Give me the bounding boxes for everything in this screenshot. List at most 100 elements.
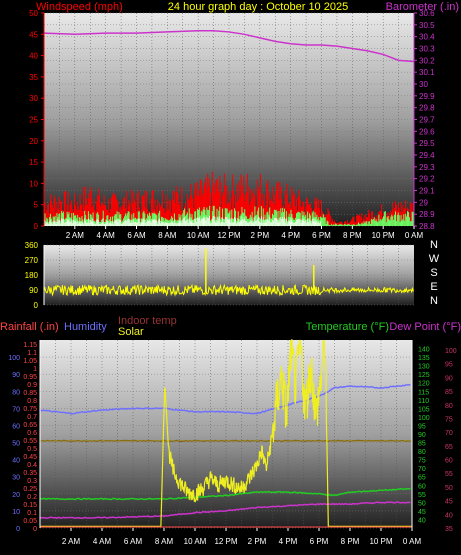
temp-tick-label: 140 bbox=[418, 347, 430, 354]
x-tick-label: 6 PM bbox=[310, 537, 329, 546]
y-right-tick-label: 29.4 bbox=[419, 151, 435, 160]
humidity-tick-label: 40 bbox=[12, 458, 20, 465]
temp-tick-label: 125 bbox=[418, 372, 430, 379]
x-tick-label: 8 AM bbox=[155, 537, 174, 546]
temp-tick-label: 80 bbox=[418, 449, 426, 456]
x-tick-label: 4 PM bbox=[279, 537, 298, 546]
temp-tick-label: 135 bbox=[418, 355, 430, 362]
rain-tick-label: 0 bbox=[33, 526, 37, 533]
humidity-tick-label: 50 bbox=[12, 441, 20, 448]
rain-tick-label: 0.8 bbox=[27, 398, 37, 405]
y-tick-label: 0 bbox=[34, 222, 39, 231]
legend-rainfall: Rainfall (.in) bbox=[0, 321, 59, 333]
rain-tick-label: 1.15 bbox=[23, 342, 37, 349]
rain-tick-label: 0.95 bbox=[23, 374, 37, 381]
y-right-tick-label: 29.1 bbox=[419, 187, 435, 196]
x-tick-label: 10 PM bbox=[369, 537, 392, 546]
x-tick-label: 8 PM bbox=[343, 231, 362, 240]
y-right-tick-label: 29.6 bbox=[419, 127, 435, 136]
y-tick-label: 0 bbox=[34, 301, 39, 310]
y-right-tick-label: 28.9 bbox=[419, 210, 435, 219]
y-right-tick-label: 30 bbox=[419, 80, 428, 89]
x-tick-label: 6 AM bbox=[127, 231, 146, 240]
dew-tick-label: 100 bbox=[445, 348, 457, 355]
y-tick-label: 10 bbox=[29, 179, 38, 188]
humidity-line bbox=[39, 384, 411, 415]
dew-tick-label: 60 bbox=[445, 458, 453, 465]
barometer-axis-label: Barometer (.in) bbox=[386, 1, 459, 13]
rain-tick-label: 0.65 bbox=[23, 422, 37, 429]
y-tick-label: 270 bbox=[25, 256, 39, 265]
temp-tick-label: 120 bbox=[418, 381, 430, 388]
rain-tick-label: 0.1 bbox=[27, 510, 37, 517]
compass-label: W bbox=[429, 253, 440, 265]
rain-tick-label: 0.7 bbox=[27, 414, 37, 421]
x-tick-label: 8 AM bbox=[158, 231, 177, 240]
rain-tick-label: 1 bbox=[33, 366, 37, 373]
dew-tick-label: 70 bbox=[445, 430, 453, 437]
dew-tick-label: 75 bbox=[445, 416, 453, 423]
rain-tick-label: 0.55 bbox=[23, 438, 37, 445]
solar-line bbox=[40, 339, 412, 527]
x-tick-label: 4 PM bbox=[281, 231, 300, 240]
rain-tick-label: 1.05 bbox=[23, 358, 37, 365]
y-right-tick-label: 30.4 bbox=[419, 33, 435, 42]
humidity-tick-label: 30 bbox=[12, 475, 20, 482]
humidity-tick-label: 70 bbox=[12, 406, 20, 413]
dew-tick-label: 50 bbox=[445, 485, 453, 492]
temp-tick-label: 100 bbox=[418, 415, 430, 422]
x-tick-label: 4 AM bbox=[97, 231, 116, 240]
legend-solar: Solar bbox=[118, 326, 144, 338]
y-right-tick-label: 29.3 bbox=[419, 163, 435, 172]
compass-label: S bbox=[430, 267, 437, 279]
temp-tick-label: 50 bbox=[418, 500, 426, 507]
x-tick-label: 0 AM bbox=[403, 537, 422, 546]
y-tick-label: 30 bbox=[29, 94, 38, 103]
legend-indoor-temp: Indoor temp bbox=[118, 315, 177, 327]
x-tick-label: 0 AM bbox=[405, 231, 424, 240]
rain-tick-label: 0.3 bbox=[27, 478, 37, 485]
wind-direction-line bbox=[43, 283, 414, 297]
y-tick-label: 45 bbox=[29, 30, 38, 39]
y-tick-label: 20 bbox=[29, 137, 38, 146]
rain-tick-label: 0.5 bbox=[27, 446, 37, 453]
rain-tick-label: 0.25 bbox=[23, 486, 37, 493]
dew-tick-label: 45 bbox=[445, 499, 453, 506]
temperature-line bbox=[39, 487, 411, 501]
humidity-tick-label: 0 bbox=[16, 526, 20, 533]
x-tick-label: 2 PM bbox=[248, 537, 267, 546]
temp-tick-label: 85 bbox=[418, 441, 426, 448]
humidity-tick-label: 100 bbox=[8, 355, 20, 362]
x-tick-label: 2 AM bbox=[62, 537, 81, 546]
temp-tick-label: 55 bbox=[418, 492, 426, 499]
y-right-tick-label: 30.5 bbox=[419, 21, 435, 30]
temp-tick-label: 115 bbox=[418, 389, 429, 396]
dew-tick-label: 40 bbox=[445, 512, 453, 519]
compass-label: N bbox=[430, 239, 438, 251]
temp-tick-label: 60 bbox=[418, 483, 426, 490]
x-tick-label: 10 AM bbox=[187, 231, 210, 240]
x-tick-label: 10 PM bbox=[372, 231, 395, 240]
y-right-tick-label: 30.1 bbox=[419, 68, 435, 77]
temp-tick-label: 45 bbox=[418, 509, 426, 516]
y-right-tick-label: 30.3 bbox=[419, 45, 435, 54]
y-tick-label: 360 bbox=[25, 241, 39, 250]
dew-tick-label: 80 bbox=[445, 403, 453, 410]
dew-tick-label: 35 bbox=[445, 526, 453, 533]
dew-point-line bbox=[39, 501, 411, 520]
x-tick-label: 2 PM bbox=[250, 231, 269, 240]
rain-tick-label: 0.2 bbox=[27, 494, 37, 501]
y-right-tick-label: 29.2 bbox=[419, 175, 435, 184]
temp-tick-label: 95 bbox=[418, 423, 426, 430]
temp-tick-label: 105 bbox=[418, 406, 430, 413]
temp-tick-label: 70 bbox=[418, 466, 426, 473]
temp-tick-label: 90 bbox=[418, 432, 426, 439]
temp-tick-label: 110 bbox=[418, 398, 429, 405]
y-tick-label: 25 bbox=[29, 116, 38, 125]
humidity-tick-label: 10 bbox=[12, 509, 20, 516]
y-right-tick-label: 30.6 bbox=[419, 9, 435, 18]
y-right-tick-label: 29.5 bbox=[419, 139, 435, 148]
y-right-tick-label: 28.8 bbox=[419, 222, 435, 231]
y-right-tick-label: 30.2 bbox=[419, 56, 435, 65]
temp-tick-label: 130 bbox=[418, 364, 430, 371]
